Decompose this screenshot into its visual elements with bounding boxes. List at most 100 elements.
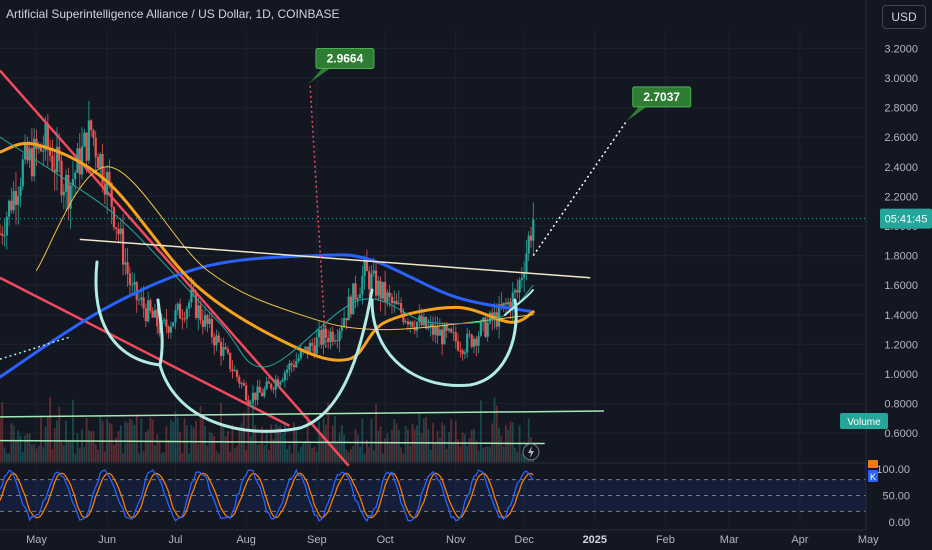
- stoch-k-line: [0, 468, 534, 523]
- volume-bar: [165, 426, 168, 462]
- volume-bar: [197, 444, 200, 462]
- ma-teal-line: [0, 136, 534, 368]
- volume-bar: [459, 446, 462, 462]
- volume-bar: [359, 447, 361, 462]
- candle-body: [103, 183, 106, 195]
- volume-bar: [92, 430, 95, 462]
- price-tick-label: 0.6000: [884, 428, 918, 440]
- volume-bar: [402, 453, 405, 462]
- volume-bar: [261, 426, 263, 462]
- candle-body: [292, 365, 296, 368]
- candle-body: [507, 301, 510, 305]
- volume-bar: [94, 444, 97, 462]
- volume-bar: [115, 437, 118, 462]
- volume-bar: [520, 453, 523, 462]
- volume-bar: [302, 443, 304, 462]
- candle-body: [313, 345, 316, 354]
- candle-body: [324, 328, 327, 339]
- volume-bar: [181, 452, 184, 462]
- candle-body: [71, 178, 75, 186]
- volume-bar: [418, 412, 421, 462]
- volume-bar: [343, 434, 346, 462]
- candle-body: [53, 169, 56, 173]
- candle-body: [229, 352, 232, 370]
- volume-bar: [126, 422, 129, 462]
- candle-body: [308, 343, 312, 355]
- currency-button[interactable]: USD: [882, 5, 926, 29]
- candle-body: [347, 296, 350, 321]
- volume-bar: [211, 433, 213, 462]
- candle-body: [206, 315, 209, 324]
- candle-body: [374, 270, 378, 296]
- volume-bar: [375, 404, 377, 462]
- volume-bar: [21, 452, 24, 462]
- candle-body: [240, 383, 243, 385]
- volume-bar: [468, 438, 471, 462]
- time-tick-label: Nov: [446, 534, 466, 546]
- candle-body: [484, 317, 487, 337]
- stoch-k-badge: [868, 470, 878, 482]
- candle-body: [217, 335, 220, 343]
- volume-bar: [240, 423, 243, 462]
- candle-body: [133, 282, 136, 285]
- time-tick-label: Oct: [377, 534, 394, 546]
- candle-body: [299, 350, 302, 359]
- price-tick-label: 1.6000: [884, 280, 918, 292]
- volume-bar: [135, 414, 138, 462]
- candle-body: [162, 319, 166, 321]
- volume-bar: [436, 430, 439, 462]
- right-handle-curve: [370, 298, 518, 388]
- candle-body: [233, 370, 236, 372]
- candle-body: [511, 292, 514, 311]
- candle-body: [283, 372, 286, 381]
- volume-bar: [144, 432, 147, 462]
- candle-body: [117, 229, 120, 235]
- volume-bar: [420, 433, 423, 462]
- volume-bar: [295, 427, 298, 462]
- volume-bar: [279, 424, 282, 462]
- candle-body: [256, 386, 259, 400]
- volume-bar: [35, 448, 38, 462]
- volume-bar: [527, 418, 530, 462]
- time-tick-label: Feb: [656, 534, 675, 546]
- candle-body: [372, 270, 375, 274]
- volume-bar: [53, 428, 56, 462]
- candle-body: [119, 228, 122, 235]
- target-2-7037-line: [532, 120, 628, 257]
- volume-bar: [400, 447, 402, 462]
- volume-bar: [322, 418, 325, 462]
- volume-bar: [368, 446, 371, 462]
- volume-bar: [334, 416, 336, 462]
- candle-body: [172, 322, 175, 327]
- volume-bar: [452, 443, 455, 462]
- volume-bar: [224, 436, 227, 462]
- candle-body: [60, 160, 63, 196]
- volume-bar: [486, 446, 489, 462]
- grid: [0, 30, 866, 525]
- volume-bar: [477, 450, 480, 462]
- candle-body: [115, 227, 118, 230]
- time-tick-label: 2025: [583, 534, 607, 546]
- candle-body: [438, 329, 441, 336]
- volume-bar: [473, 428, 475, 462]
- candle-body: [434, 326, 437, 335]
- candle-body: [222, 347, 225, 356]
- candle-body: [224, 347, 227, 350]
- candle-body: [226, 349, 229, 353]
- candle-body: [336, 340, 339, 342]
- volume-bar: [140, 418, 143, 462]
- volume-bar: [327, 402, 330, 462]
- stoch-tick-label: 50.00: [882, 491, 910, 503]
- candle-body: [393, 300, 396, 304]
- candle-body: [276, 379, 280, 385]
- volume-bar: [37, 445, 40, 462]
- volume-bar: [5, 453, 8, 462]
- time-tick-label: Dec: [514, 534, 534, 546]
- candle-body: [192, 289, 195, 293]
- volume-bar: [97, 449, 99, 462]
- candle-body: [44, 123, 47, 151]
- candle-body: [488, 312, 492, 323]
- flash-icon[interactable]: [522, 443, 540, 461]
- volume-bar: [281, 433, 284, 462]
